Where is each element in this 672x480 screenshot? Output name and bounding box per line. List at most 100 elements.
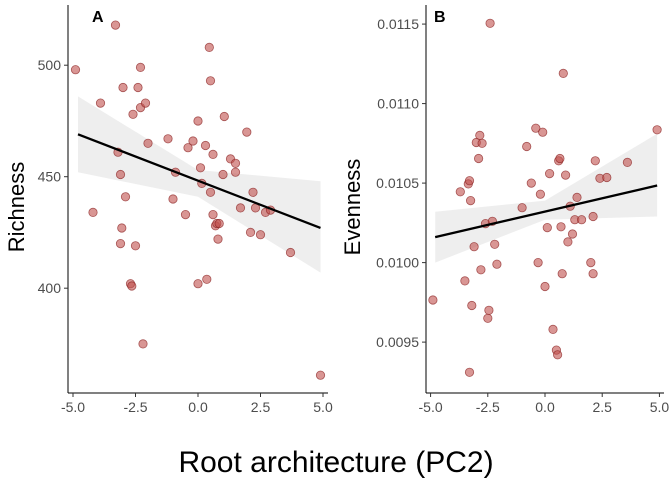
panel-b-data-point bbox=[484, 305, 494, 315]
panel-a-data-point bbox=[245, 227, 256, 237]
panel-a-data-point bbox=[115, 169, 126, 180]
panel-b-data-point bbox=[460, 276, 470, 286]
panel-b-data-point bbox=[485, 18, 495, 28]
panel-a-data-point bbox=[202, 274, 212, 284]
panel-a-label: A bbox=[92, 9, 104, 26]
panel-b-data-point bbox=[538, 127, 548, 137]
panel-b-data-point bbox=[588, 211, 598, 222]
panel-a-data-point bbox=[235, 203, 246, 213]
panel-a-data-point bbox=[193, 279, 203, 289]
panel-b-data-point bbox=[560, 170, 571, 180]
panel-a-data-point bbox=[117, 223, 127, 233]
panel-a-data-point bbox=[70, 65, 81, 75]
panel-a-data-point bbox=[195, 163, 206, 173]
panel-a-x-tick-label: -2.5 bbox=[123, 399, 147, 415]
panel-b-data-point bbox=[602, 172, 612, 183]
panel-b-data-point bbox=[542, 223, 552, 233]
panel-a-data-point bbox=[205, 76, 216, 86]
panel-b-data-point bbox=[544, 169, 555, 179]
panel-b-x-tick-label: -2.5 bbox=[476, 399, 500, 415]
panel-b-data-point bbox=[522, 141, 532, 152]
panel-b-data-point bbox=[548, 324, 558, 334]
panel-b-data-point bbox=[540, 281, 550, 292]
panel-a-data-point bbox=[218, 169, 228, 180]
panel-b-data-point bbox=[652, 125, 662, 135]
panel-a-data-point bbox=[208, 210, 218, 220]
panel-a-x-tick-label: 5.0 bbox=[313, 399, 333, 415]
panel-a-data-point bbox=[255, 230, 266, 240]
panel-a-data-point bbox=[128, 109, 138, 119]
panel-a-data-point bbox=[143, 138, 153, 148]
panel-b-data-point bbox=[464, 367, 475, 377]
panel-b-data-point bbox=[563, 237, 573, 247]
panel-a-data-point bbox=[230, 158, 241, 168]
panel-a-data-point bbox=[95, 98, 106, 108]
panel-b-data-point bbox=[586, 257, 596, 268]
panel-b-data-point bbox=[576, 215, 587, 225]
panel-b-data-point bbox=[465, 196, 476, 206]
panel-a-data-point bbox=[118, 82, 128, 93]
panel-a-data-point bbox=[120, 192, 131, 202]
panel-a-y-tick-label: 400 bbox=[38, 280, 62, 296]
panel-b-y-tick-label: 0.0110 bbox=[377, 96, 419, 112]
panel-b-data-point bbox=[477, 138, 487, 148]
panel-a-data-point bbox=[115, 239, 126, 249]
panel-b-data-point bbox=[464, 176, 475, 186]
panel-a-data-point bbox=[140, 98, 151, 108]
panel-b-data-point bbox=[552, 350, 563, 360]
panel-a-richness: -5.0 -2.5 0.0 2.5 5.0 400 450 500 Richness A bbox=[4, 5, 333, 415]
panel-b-y-axis-title: Evenness bbox=[340, 159, 365, 256]
panel-b-data-point bbox=[490, 239, 500, 249]
panel-b-x-tick-label: 2.5 bbox=[592, 399, 612, 415]
panel-b-y-tick-label: 0.0095 bbox=[376, 334, 419, 350]
panel-b-x-tick-label: 5.0 bbox=[650, 399, 670, 415]
panel-a-data-point bbox=[204, 42, 214, 53]
panel-a-data-point bbox=[168, 194, 178, 204]
panel-b-data-point bbox=[492, 259, 502, 269]
panel-a-data-point bbox=[188, 136, 198, 146]
panel-b-regression-line bbox=[434, 184, 658, 239]
panel-b-data-point bbox=[517, 203, 527, 213]
panel-a-x-tick-label: 0.0 bbox=[188, 399, 208, 415]
panel-a-data-point bbox=[315, 370, 326, 380]
shared-x-axis-title: Root architecture (PC2) bbox=[178, 446, 493, 479]
panel-b-data-point bbox=[588, 269, 598, 279]
panel-b-data-point bbox=[455, 187, 465, 197]
panel-b-data-point bbox=[467, 300, 477, 311]
panel-b-data-point bbox=[475, 130, 485, 140]
panel-a-x-tick-label: 2.5 bbox=[251, 399, 271, 415]
panel-b-data-point bbox=[533, 257, 543, 268]
panel-b-y-tick-label: 0.0115 bbox=[377, 16, 419, 32]
panel-b-data-point bbox=[473, 153, 484, 164]
panel-a-data-point bbox=[242, 127, 252, 137]
panel-a-data-point bbox=[214, 218, 224, 229]
panel-b-data-point bbox=[557, 269, 567, 279]
panel-b-data-point bbox=[590, 156, 600, 166]
panel-a-data-point bbox=[88, 207, 98, 217]
panel-a-data-point bbox=[133, 82, 143, 93]
panel-a-data-point bbox=[248, 187, 258, 197]
panel-b-data-point bbox=[567, 229, 578, 239]
panel-b-data-point bbox=[572, 192, 582, 202]
panel-a-data-point bbox=[180, 210, 191, 220]
panel-b-data-point bbox=[469, 242, 479, 252]
panel-b-x-tick-label: 0.0 bbox=[535, 399, 555, 415]
panel-a-y-tick-label: 500 bbox=[38, 57, 62, 73]
panel-a-data-point bbox=[213, 234, 223, 244]
panel-b-label: B bbox=[434, 9, 446, 26]
panel-a-data-point bbox=[219, 111, 229, 122]
panel-b-data-point bbox=[555, 153, 565, 164]
panel-a-data-point bbox=[230, 167, 241, 177]
panel-a-data-point bbox=[193, 116, 203, 126]
panel-b-confidence-band bbox=[435, 133, 658, 263]
panel-b-data-point bbox=[556, 222, 566, 232]
panel-a-data-point bbox=[130, 241, 141, 251]
panel-a-data-point bbox=[205, 187, 216, 197]
panel-b-data-point bbox=[535, 189, 546, 199]
panel-a-data-point bbox=[285, 247, 296, 258]
panel-a-data-point bbox=[208, 149, 218, 159]
panel-b-data-point bbox=[558, 68, 568, 79]
panel-a-y-tick-label: 450 bbox=[38, 169, 62, 185]
panel-b-data-point bbox=[622, 157, 633, 167]
